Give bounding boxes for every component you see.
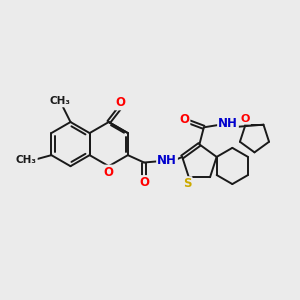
Text: O: O: [104, 166, 114, 178]
Text: O: O: [116, 96, 125, 110]
Text: O: O: [139, 176, 149, 189]
Text: NH: NH: [157, 154, 177, 167]
Text: O: O: [179, 112, 189, 126]
Text: CH₃: CH₃: [50, 96, 71, 106]
Text: NH: NH: [218, 117, 238, 130]
Text: S: S: [183, 177, 192, 190]
Text: O: O: [241, 114, 250, 124]
Text: CH₃: CH₃: [16, 154, 37, 165]
